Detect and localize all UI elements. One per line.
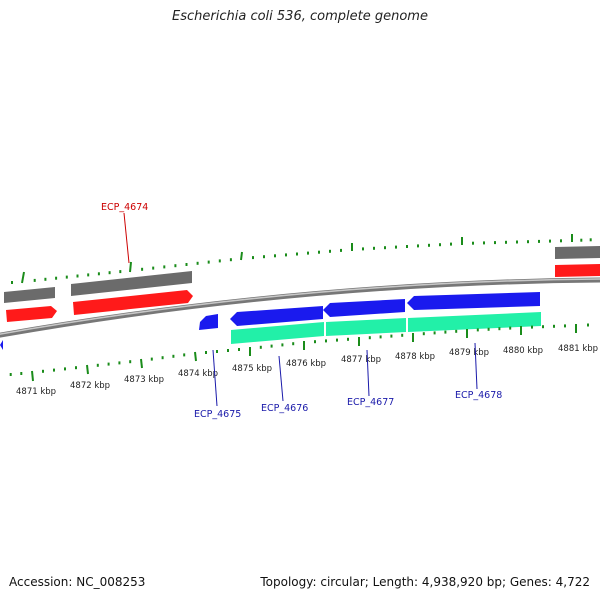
major-tick [21, 271, 25, 284]
ecp-4677-label[interactable]: ECP_4677 [347, 397, 394, 408]
kbp-label: 4881 kbp [558, 344, 598, 354]
green-features [231, 312, 541, 344]
kbp-label: 4879 kbp [449, 348, 489, 358]
cds-green-feature [231, 322, 324, 344]
kbp-label: 4880 kbp [503, 346, 543, 356]
major-tick [240, 251, 243, 261]
forward-features [4, 246, 600, 322]
genome-summary-text: Topology: circular; Length: 4,938,920 bp… [260, 575, 590, 589]
upper-tick-ring [11, 234, 592, 284]
cds-blue-feature [0, 340, 3, 350]
kbp-label: 4878 kbp [395, 352, 435, 362]
cds-red-feature [555, 264, 600, 277]
major-tick [86, 364, 89, 375]
kbp-scale-labels: 4871 kbp 4872 kbp 4873 kbp 4874 kbp 4875… [16, 344, 598, 397]
kbp-label: 4877 kbp [341, 355, 381, 365]
cds-gray-feature [555, 246, 600, 259]
lower-tick-ring [9, 323, 589, 382]
ecp-4676-leader-line [278, 355, 284, 402]
ecp-4677-feature[interactable] [323, 299, 405, 317]
ecp-4674-leader-line [123, 212, 130, 264]
ecp-4674-label[interactable]: ECP_4674 [101, 202, 148, 213]
genome-backbone [0, 277, 600, 338]
genome-backbone-highlight [0, 278, 600, 335]
kbp-label: 4874 kbp [178, 369, 218, 379]
reverse-features [0, 292, 540, 350]
major-tick [31, 370, 34, 382]
cds-gray-feature [71, 271, 192, 296]
cds-green-feature [408, 312, 541, 332]
ecp-4675-feature[interactable] [199, 314, 218, 330]
cds-gray-feature [4, 287, 55, 303]
cds-green-feature [326, 318, 406, 336]
upper-minor-ticks [11, 238, 592, 284]
kbp-label: 4872 kbp [70, 381, 110, 391]
major-tick [140, 358, 143, 369]
ecp-4678-leader-line [474, 342, 478, 390]
kbp-label: 4876 kbp [286, 359, 326, 369]
ecp-4675-leader-line [212, 349, 218, 407]
major-tick [129, 261, 132, 273]
map-title: Escherichia coli 536, complete genome [172, 9, 428, 24]
lower-minor-ticks [9, 323, 589, 376]
ecp-4675-label[interactable]: ECP_4675 [194, 409, 241, 420]
ecp-4678-feature[interactable] [407, 292, 540, 310]
kbp-label: 4871 kbp [16, 387, 56, 397]
major-tick [194, 351, 197, 362]
ecp-4677-leader-line [366, 349, 370, 397]
ecp-4678-label[interactable]: ECP_4678 [455, 390, 502, 401]
ecp-4674-feature[interactable] [73, 290, 193, 315]
accession-text: Accession: NC_008253 [9, 575, 146, 589]
kbp-label: 4875 kbp [232, 364, 272, 374]
cds-red-feature [6, 306, 57, 322]
kbp-label: 4873 kbp [124, 375, 164, 385]
ecp-4676-feature[interactable] [230, 306, 323, 326]
ecp-4676-label[interactable]: ECP_4676 [261, 403, 308, 414]
